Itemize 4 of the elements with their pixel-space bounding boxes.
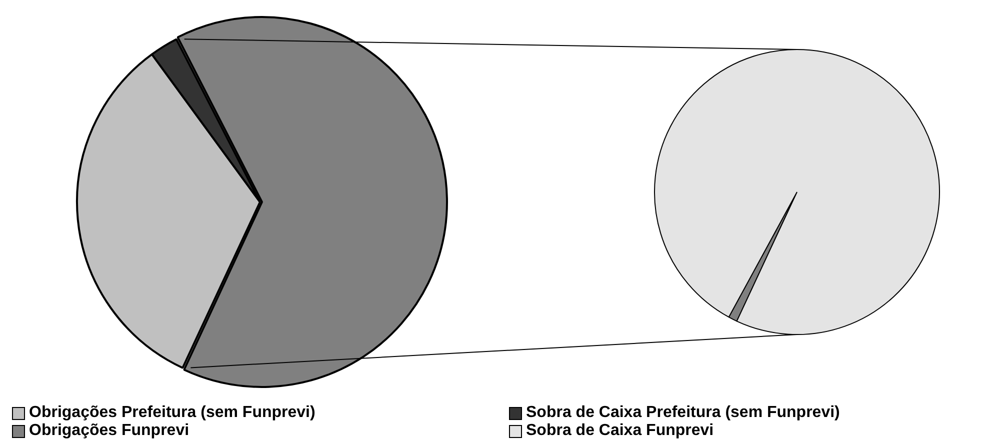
legend-label: Obrigações Prefeitura (sem Funprevi) — [29, 404, 316, 422]
legend-label: Sobra de Caixa Funprevi — [526, 422, 714, 440]
legend-label: Sobra de Caixa Prefeitura (sem Funprevi) — [526, 404, 840, 422]
legend-label: Obrigações Funprevi — [29, 422, 190, 440]
